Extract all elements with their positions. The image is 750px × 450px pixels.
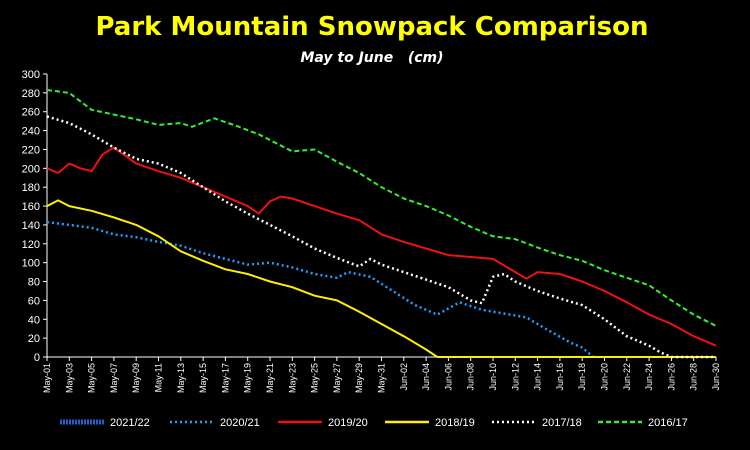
x-tick-label: May-19 xyxy=(243,363,253,393)
x-tick-label: Jun-24 xyxy=(644,363,654,391)
x-tick-label: May-17 xyxy=(220,363,230,393)
x-tick-label: May-07 xyxy=(109,363,119,393)
y-tick-label: 280 xyxy=(22,88,40,100)
legend-label: 2018/19 xyxy=(435,417,475,429)
x-tick-label: Jun-16 xyxy=(555,363,565,391)
y-tick-label: 20 xyxy=(28,333,40,345)
x-tick-label: Jun-22 xyxy=(622,363,632,391)
y-tick-label: 300 xyxy=(22,69,40,81)
y-tick-label: 80 xyxy=(28,277,40,289)
x-tick-label: May-27 xyxy=(332,363,342,393)
series-line-2017-18 xyxy=(46,115,716,359)
y-tick-label: 140 xyxy=(22,220,40,232)
x-tick-label: May-23 xyxy=(287,363,297,393)
x-tick-label: May-05 xyxy=(87,363,97,393)
x-tick-label: May-25 xyxy=(310,363,320,393)
legend-label: 2020/21 xyxy=(220,417,260,429)
x-tick-label: May-21 xyxy=(265,363,275,393)
y-tick-label: 100 xyxy=(22,258,40,270)
legend-label: 2017/18 xyxy=(542,417,582,429)
series-line-2018-19 xyxy=(46,199,716,358)
y-tick-label: 220 xyxy=(22,144,40,156)
chart-title: Park Mountain Snowpack Comparison xyxy=(95,12,648,42)
x-tick-label: Jun-02 xyxy=(399,363,409,391)
x-tick-label: Jun-26 xyxy=(666,363,676,391)
y-tick-label: 200 xyxy=(22,163,40,175)
x-tick-label: Jun-28 xyxy=(689,363,699,391)
x-tick-label: May-29 xyxy=(354,363,364,393)
y-tick-label: 0 xyxy=(34,352,40,364)
x-tick-label: Jun-06 xyxy=(443,363,453,391)
y-tick-label: 260 xyxy=(22,107,40,119)
x-tick-label: Jun-30 xyxy=(711,363,721,391)
y-tick-label: 240 xyxy=(22,126,40,138)
x-tick-label: Jun-08 xyxy=(466,363,476,391)
x-tick-label: Jun-18 xyxy=(577,363,587,391)
chart-subtitle: May to June (cm) xyxy=(300,50,443,66)
x-tick-label: May-09 xyxy=(131,363,141,393)
x-tick-label: May-03 xyxy=(64,363,74,393)
x-tick-label: May-31 xyxy=(377,363,387,393)
x-tick-label: May-11 xyxy=(154,363,164,392)
y-tick-label: 120 xyxy=(22,239,40,251)
y-tick-label: 60 xyxy=(28,295,40,307)
legend: 2021/22 2020/21 2019/20 2018/19 2017/18 2016/… xyxy=(60,417,688,429)
plot-area: 0 20 40 60 80 100 120 140 160 180 200 220 240 260 280 3… xyxy=(22,69,721,393)
x-tick-label: Jun-20 xyxy=(600,363,610,391)
x-tick-label: May-01 xyxy=(42,363,52,393)
x-tick-label: May-13 xyxy=(176,363,186,393)
x-tick-label: May-15 xyxy=(198,363,208,393)
y-tick-label: 160 xyxy=(22,201,40,213)
x-tick-label: Jun-12 xyxy=(510,363,520,391)
series-line-2016-17 xyxy=(46,89,717,327)
x-tick-label: Jun-14 xyxy=(533,363,543,391)
x-tick-label: Jun-04 xyxy=(421,363,431,391)
legend-label: 2016/17 xyxy=(648,417,688,429)
series-line-2020-21 xyxy=(46,220,595,358)
legend-label: 2019/20 xyxy=(328,417,368,429)
y-tick-label: 40 xyxy=(28,314,40,326)
legend-label: 2021/22 xyxy=(110,417,150,429)
x-tick-label: Jun-10 xyxy=(488,363,498,391)
y-tick-label: 180 xyxy=(22,182,40,194)
series-line-2019-20 xyxy=(46,146,717,347)
